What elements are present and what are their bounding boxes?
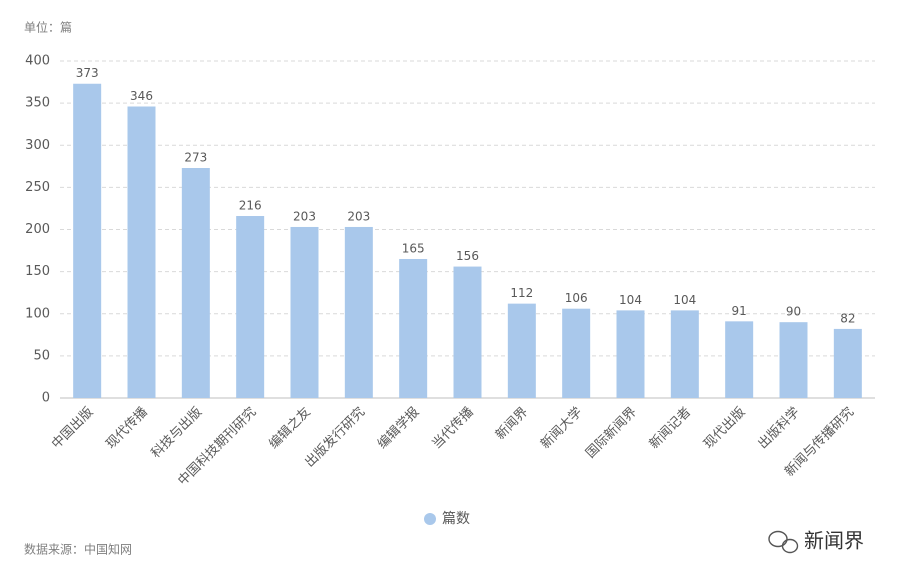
x-tick-label: 新闻大学 (537, 404, 585, 452)
y-tick-label: 50 (33, 348, 50, 363)
x-tick-label: 中国出版 (49, 405, 96, 452)
x-tick-label: 新闻界 (492, 404, 531, 443)
data-label: 106 (565, 291, 588, 305)
data-label: 104 (619, 293, 642, 307)
x-tick-label: 国际新闻界 (583, 404, 640, 461)
legend-marker (424, 513, 436, 525)
data-label: 90 (786, 305, 801, 319)
data-label: 203 (293, 209, 316, 223)
bar (290, 226, 319, 398)
x-tick-label: 编辑之友 (266, 404, 314, 452)
y-tick-label: 350 (25, 96, 50, 111)
bar (127, 106, 156, 399)
data-label: 373 (76, 66, 99, 80)
data-label: 104 (673, 293, 696, 307)
legend-label: 篇数 (442, 511, 470, 527)
y-tick-label: 250 (25, 180, 50, 195)
bar (181, 167, 210, 398)
bar (833, 328, 862, 398)
y-tick-label: 0 (42, 391, 50, 406)
bar (344, 226, 373, 398)
bar (73, 83, 102, 398)
watermark: 新闻界 (804, 529, 864, 553)
bar (779, 322, 808, 398)
bar (399, 258, 428, 398)
bar (453, 266, 482, 398)
y-tick-label: 150 (25, 264, 50, 279)
bar (507, 303, 536, 398)
bar (616, 310, 645, 398)
y-tick-label: 100 (25, 306, 50, 321)
data-label: 165 (402, 241, 425, 255)
x-tick-label: 新闻记者 (646, 404, 694, 452)
data-label: 273 (184, 150, 207, 164)
x-tick-label: 当代传播 (429, 405, 476, 452)
data-label: 203 (347, 209, 370, 223)
y-tick-label: 200 (25, 222, 50, 237)
data-label: 112 (510, 286, 533, 300)
bar (725, 321, 754, 398)
data-label: 216 (239, 199, 262, 213)
x-tick-label: 现代出版 (701, 405, 748, 452)
x-tick-label: 现代传播 (103, 405, 150, 452)
y-tick-label: 300 (25, 138, 50, 153)
bar (562, 308, 591, 398)
bar (236, 216, 265, 398)
data-label: 156 (456, 249, 479, 263)
data-label: 91 (732, 304, 747, 318)
unit-label: 单位：篇 (24, 20, 72, 35)
data-label: 346 (130, 89, 153, 103)
bar (670, 310, 699, 398)
watermark-icon (768, 530, 799, 554)
data-label: 82 (840, 311, 855, 325)
y-tick-label: 400 (25, 54, 50, 69)
x-tick-label: 编辑学报 (374, 404, 422, 452)
x-tick-label: 科技与出版 (149, 405, 206, 462)
x-tick-label: 出版科学 (755, 404, 803, 452)
source-note: 数据来源：中国知网 (24, 542, 132, 557)
